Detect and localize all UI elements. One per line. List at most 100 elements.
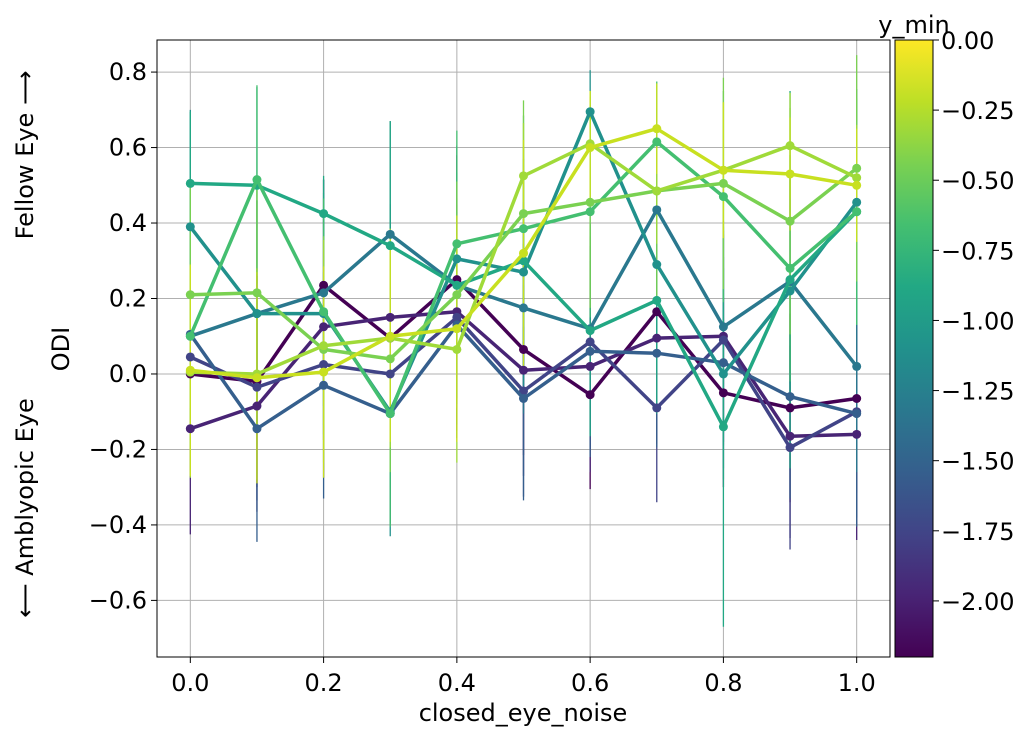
data-point (519, 224, 528, 234)
colorbar-tick-label: −1.25 (941, 378, 1015, 406)
colorbar-ticks: 0.00 −0.25 −0.50 −0.75 −1.00 −1.25 −1.50 −1.75 −… (933, 27, 1015, 616)
data-point (652, 186, 662, 196)
amblyopic-eye-label: ⟵ Amblyopic Eye (11, 398, 39, 617)
data-point (319, 322, 329, 332)
data-point (785, 275, 795, 285)
data-point (319, 341, 329, 351)
colorbar-tick-label: −2.00 (941, 588, 1015, 616)
data-point (252, 382, 262, 392)
colorbar-tick-label: −0.75 (941, 237, 1015, 265)
y-tick-label: −0.4 (89, 511, 147, 539)
data-point (319, 307, 329, 317)
plot-frame (156, 39, 891, 658)
data-point (652, 403, 662, 413)
data-point (785, 431, 795, 441)
colorbar-tick-label: −1.00 (941, 307, 1015, 335)
y-ticks: −0.6 −0.4 −0.2 0.0 0.2 0.4 0.6 0.8 (89, 58, 157, 614)
colorbar-label: y_min (878, 11, 949, 39)
x-tick-label: 0.2 (305, 669, 343, 697)
colorbar-tick-label: −1.75 (941, 518, 1015, 546)
y-tick-label: 0.2 (109, 284, 147, 312)
data-point (718, 165, 728, 175)
data-point (652, 333, 662, 343)
data-point (252, 401, 262, 411)
data-point (519, 386, 528, 396)
data-point (852, 409, 862, 419)
data-point (785, 263, 795, 273)
data-point (852, 429, 862, 439)
data-point (519, 256, 528, 266)
y-tick-label: 0.8 (109, 58, 147, 86)
data-point (852, 197, 862, 207)
data-point (585, 107, 595, 117)
data-point (185, 365, 195, 375)
y-axis-label: ODI (47, 327, 75, 371)
data-point (652, 307, 662, 317)
data-point (652, 260, 662, 270)
x-tick-label: 0.8 (704, 669, 742, 697)
data-point (718, 422, 728, 432)
data-point (319, 209, 329, 219)
error-bars (189, 55, 858, 627)
y-tick-label: 0.0 (109, 360, 147, 388)
data-point (519, 303, 528, 313)
data-point (385, 369, 395, 379)
data-point (718, 358, 728, 368)
data-point (519, 344, 528, 354)
data-series (185, 107, 862, 453)
y-tick-label: −0.6 (89, 586, 147, 614)
data-point (519, 365, 528, 375)
data-point (252, 175, 262, 185)
data-point (585, 337, 595, 347)
data-point (452, 344, 462, 354)
y-tick-label: −0.2 (89, 435, 147, 463)
data-point (718, 335, 728, 345)
data-point (652, 348, 662, 358)
colorbar-tick-label: −0.50 (941, 167, 1015, 195)
data-point (785, 392, 795, 402)
data-point (519, 394, 528, 404)
data-point (319, 288, 329, 298)
x-tick-label: 0.6 (571, 669, 609, 697)
colorbar-tick-label: −1.50 (941, 448, 1015, 476)
data-point (785, 216, 795, 226)
data-point (652, 124, 662, 134)
data-point (718, 369, 728, 379)
data-point (652, 205, 662, 215)
data-point (585, 361, 595, 371)
data-point (718, 192, 728, 202)
data-point (252, 373, 262, 383)
x-tick-label: 0.0 (171, 669, 209, 697)
data-point (319, 360, 329, 370)
y-tick-label: 0.6 (109, 134, 147, 162)
data-point (185, 331, 195, 341)
data-point (319, 380, 329, 390)
data-point (385, 331, 395, 341)
data-point (252, 288, 262, 298)
data-point (652, 137, 662, 147)
x-axis-label: closed_eye_noise (419, 699, 628, 727)
data-point (385, 229, 395, 239)
colorbar-tick-label: −0.25 (941, 97, 1015, 125)
data-point (785, 169, 795, 179)
data-point (852, 207, 862, 217)
data-point (185, 424, 195, 434)
data-point (452, 312, 462, 322)
colorbar-tick-label: 0.00 (941, 27, 994, 55)
data-point (385, 409, 395, 419)
data-point (718, 322, 728, 332)
data-point (585, 207, 595, 217)
data-point (852, 394, 862, 404)
data-point (519, 248, 528, 258)
data-point (519, 171, 528, 181)
data-point (185, 178, 195, 188)
data-point (652, 295, 662, 305)
data-point (252, 424, 262, 434)
y-tick-label: 0.4 (109, 209, 147, 237)
data-point (185, 290, 195, 300)
data-point (452, 239, 462, 249)
data-point (385, 354, 395, 364)
x-tick-label: 0.4 (438, 669, 476, 697)
x-tick-label: 1.0 (838, 669, 876, 697)
data-point (452, 254, 462, 264)
